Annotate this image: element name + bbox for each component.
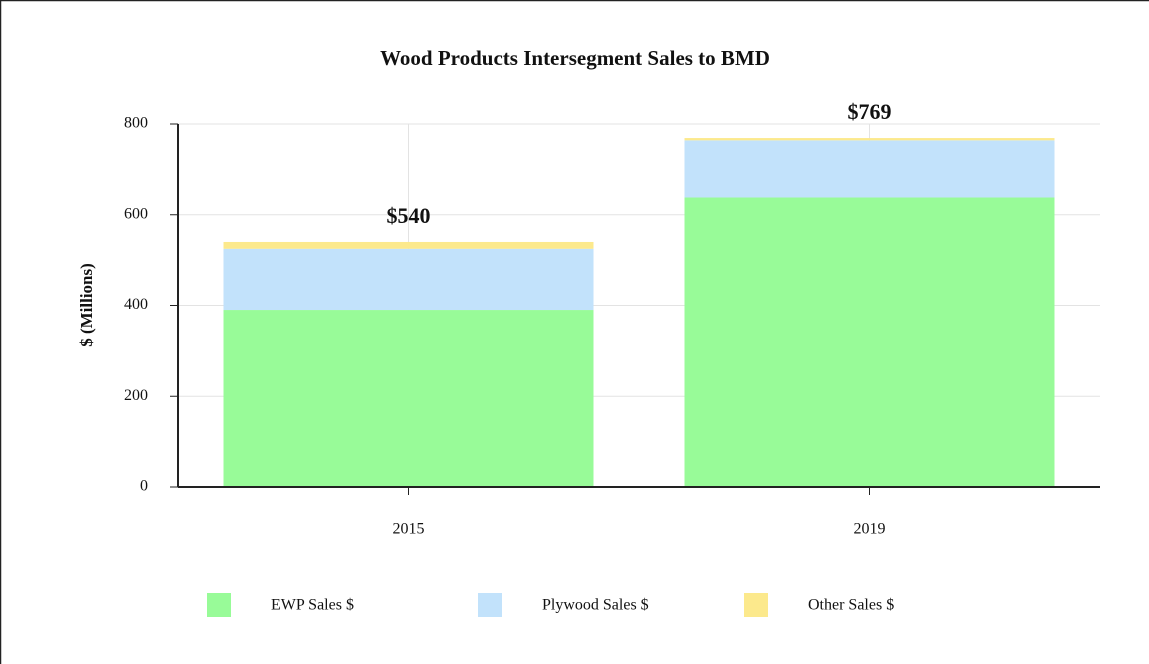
y-tick-label: 200 — [124, 387, 148, 404]
total-label: $769 — [848, 99, 892, 124]
bar-segment — [684, 140, 1055, 198]
bar-segment — [684, 138, 1055, 141]
y-axis-label: $ (Millions) — [77, 263, 96, 347]
chart-title: Wood Products Intersegment Sales to BMD — [380, 46, 770, 70]
x-tick-label: 2019 — [854, 521, 886, 538]
legend-label: Plywood Sales $ — [542, 597, 649, 614]
legend-label: EWP Sales $ — [271, 597, 354, 614]
y-tick-label: 0 — [140, 478, 148, 495]
legend-swatch — [478, 593, 502, 617]
y-tick-label: 800 — [124, 115, 148, 132]
legend-swatch — [744, 593, 768, 617]
bar-segment — [223, 248, 594, 311]
legend-label: Other Sales $ — [808, 597, 894, 614]
y-tick-label: 400 — [124, 296, 148, 313]
y-tick-label: 600 — [124, 205, 148, 222]
total-label: $540 — [387, 203, 431, 228]
x-tick-label: 2015 — [393, 521, 425, 538]
bar-segment — [223, 310, 594, 487]
legend-swatch — [207, 593, 231, 617]
bar-segment — [684, 197, 1055, 487]
bar-segment — [223, 241, 594, 249]
